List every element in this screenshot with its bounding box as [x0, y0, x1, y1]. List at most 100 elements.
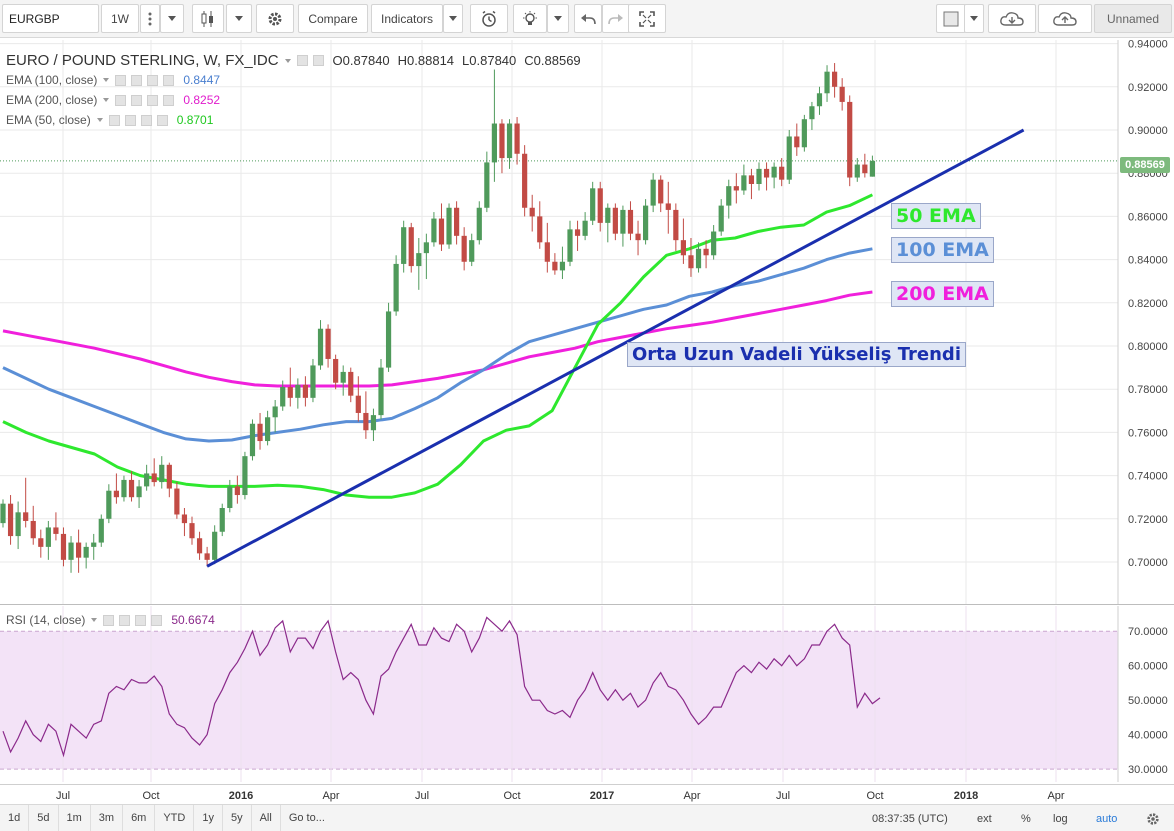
candle[interactable] — [771, 162, 777, 189]
candle[interactable] — [378, 358, 384, 420]
candle[interactable] — [53, 512, 59, 541]
candle[interactable] — [363, 391, 369, 439]
candle[interactable] — [83, 542, 89, 569]
legend-caret-icon[interactable] — [284, 58, 291, 63]
candle[interactable] — [438, 203, 445, 251]
legend-caret-icon[interactable] — [96, 118, 103, 122]
candle[interactable] — [763, 162, 770, 191]
layout-dropdown-caret[interactable] — [964, 4, 984, 33]
fullscreen-icon[interactable] — [628, 4, 666, 33]
settings-gear-icon[interactable] — [131, 74, 143, 86]
candle[interactable] — [801, 114, 807, 152]
visibility-eye-icon[interactable] — [103, 614, 115, 626]
legend-caret-icon[interactable] — [103, 78, 110, 82]
visibility-eye-icon[interactable] — [108, 114, 120, 126]
candle[interactable] — [196, 531, 203, 560]
candle[interactable] — [741, 164, 747, 195]
settings-gear-icon[interactable] — [119, 614, 131, 626]
candle[interactable] — [302, 376, 308, 407]
candles-chart-type-icon[interactable] — [192, 4, 224, 33]
range-button-all[interactable]: All — [252, 804, 281, 831]
candle[interactable] — [219, 503, 225, 537]
ema100-annotation[interactable]: 100 EMA — [891, 237, 994, 263]
candle[interactable] — [212, 525, 218, 565]
candle[interactable] — [0, 499, 6, 528]
candle[interactable] — [627, 201, 634, 241]
candle[interactable] — [567, 220, 573, 267]
candle[interactable] — [68, 536, 74, 573]
range-button-5y[interactable]: 5y — [223, 804, 252, 831]
candle[interactable] — [166, 462, 172, 498]
candle[interactable] — [779, 158, 785, 187]
candle[interactable] — [310, 358, 316, 403]
scale-ext-button[interactable]: ext — [977, 812, 992, 825]
indicators-dropdown-caret[interactable] — [443, 4, 463, 33]
trend-annotation[interactable]: Orta Uzun Vadeli Yükseliş Trendi — [627, 342, 966, 367]
candle[interactable] — [718, 199, 724, 236]
candle[interactable] — [469, 233, 475, 267]
trendline[interactable] — [206, 128, 1025, 568]
candle[interactable] — [650, 173, 656, 213]
candle[interactable] — [317, 320, 324, 370]
range-button-1d[interactable]: 1d — [0, 804, 30, 831]
candle[interactable] — [431, 212, 437, 247]
candle[interactable] — [612, 203, 618, 241]
undo-icon[interactable] — [574, 4, 602, 33]
candle[interactable] — [30, 505, 36, 545]
scale-percent-button[interactable]: % — [1021, 812, 1031, 825]
rsi-chart[interactable]: 30.0000 40.0000 50.0000 60.0000 70.0000 — [0, 606, 1174, 782]
candle[interactable] — [333, 354, 339, 390]
candle[interactable] — [393, 255, 399, 316]
candle[interactable] — [370, 408, 377, 442]
drawing-square-icon[interactable] — [936, 4, 966, 33]
candle[interactable] — [748, 168, 755, 200]
candle[interactable] — [234, 475, 240, 504]
add-icon[interactable] — [147, 74, 159, 86]
candle[interactable] — [295, 378, 301, 409]
candle[interactable] — [454, 201, 460, 245]
chart-type-dropdown-caret[interactable] — [226, 4, 252, 33]
candle[interactable] — [287, 367, 293, 407]
candle[interactable] — [537, 201, 543, 249]
candle[interactable] — [340, 365, 346, 396]
candle[interactable] — [733, 173, 739, 204]
candle[interactable] — [385, 302, 392, 372]
lightbulb-icon[interactable] — [513, 4, 547, 33]
legend-caret-icon[interactable] — [91, 618, 98, 622]
candle[interactable] — [60, 527, 67, 567]
candle[interactable] — [824, 65, 830, 102]
candle[interactable] — [582, 212, 588, 241]
candle[interactable] — [597, 181, 603, 232]
candle[interactable] — [635, 220, 641, 256]
candle[interactable] — [476, 201, 482, 245]
candle[interactable] — [461, 227, 467, 271]
candle[interactable] — [695, 242, 702, 273]
save-cloud-icon[interactable] — [1038, 4, 1092, 33]
candle[interactable] — [106, 484, 112, 524]
candle[interactable] — [257, 412, 263, 450]
candle[interactable] — [355, 376, 361, 422]
layout-name-button[interactable]: Unnamed — [1094, 4, 1172, 33]
candle[interactable] — [151, 458, 157, 487]
range-button-5d[interactable]: 5d — [29, 804, 59, 831]
goto-date-button[interactable]: Go to... — [288, 812, 325, 824]
range-button-1y[interactable]: 1y — [194, 804, 223, 831]
candle[interactable] — [756, 162, 762, 191]
candle[interactable] — [484, 151, 490, 213]
symbol-search-input[interactable]: EURGBP — [2, 4, 99, 33]
candle[interactable] — [643, 199, 649, 245]
range-button-ytd[interactable]: YTD — [155, 804, 195, 831]
candle[interactable] — [703, 240, 709, 269]
close-icon[interactable] — [156, 114, 168, 126]
interval-button[interactable]: 1W — [101, 4, 139, 33]
settings-gear-icon[interactable] — [312, 55, 324, 66]
candle[interactable] — [665, 181, 671, 234]
candle[interactable] — [98, 514, 104, 547]
candle[interactable] — [658, 175, 664, 213]
candle[interactable] — [76, 529, 82, 573]
load-cloud-icon[interactable] — [988, 4, 1036, 33]
visibility-eye-icon[interactable] — [296, 55, 308, 66]
candle[interactable] — [272, 400, 278, 433]
scale-auto-button[interactable]: auto — [1096, 812, 1118, 825]
candle[interactable] — [499, 119, 505, 174]
